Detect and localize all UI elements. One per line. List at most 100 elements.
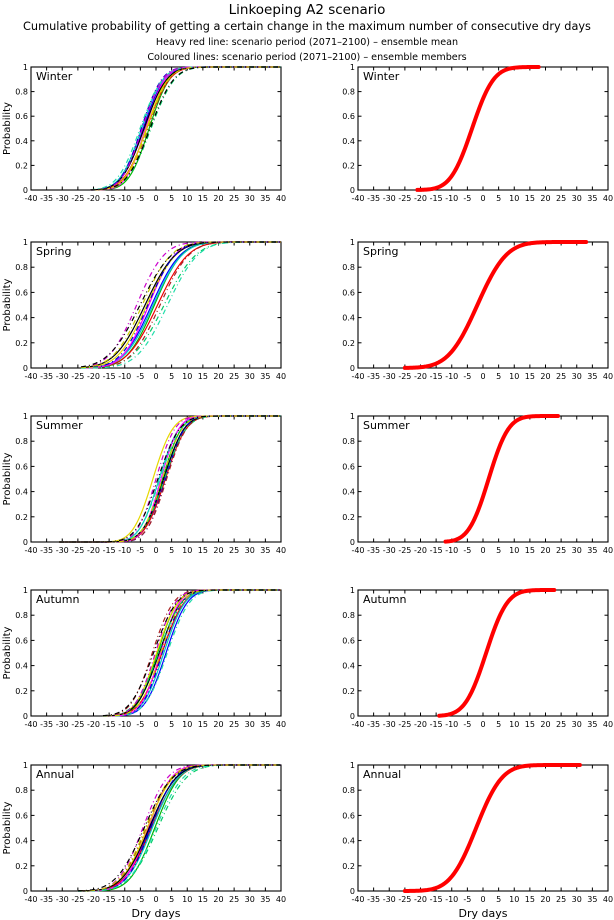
y-tick-label: 0.6 [342,811,355,820]
y-tick-label: 0 [350,887,355,896]
x-tick-labels: -40 -35 -30 -25 -20 -15 -10 -5 0 5 10 15 20 25 30 35 40 [351,372,613,381]
x-tick-label: 40 [276,895,286,904]
curve-spring-member-yellow-solid [80,241,281,369]
x-tick-label: -15 [103,372,116,381]
y-tick-label: 0.2 [15,862,28,871]
x-tick-label: -30 [383,194,396,203]
x-tick-label: -5 [136,720,144,729]
x-tick-label: 20 [540,372,550,381]
x-tick-label: -5 [463,372,471,381]
x-tick-label: 30 [572,895,582,904]
x-tick-label: 15 [525,720,535,729]
axis-ticks [357,764,609,892]
x-tick-label: 20 [213,194,223,203]
axis-ticks [30,241,282,369]
x-tick-labels: -40 -35 -30 -25 -20 -15 -10 -5 0 5 10 15 20 25 30 35 40 [24,720,286,729]
y-tick-label: 0.8 [342,88,355,97]
axes-box [357,241,609,369]
x-tick-label: -35 [40,372,53,381]
y-axis-label: Probability [2,801,13,854]
mean-curve-autumn [437,588,557,718]
x-tick-label: 30 [245,720,255,729]
x-tick-labels: -40 -35 -30 -25 -20 -15 -10 -5 0 5 10 15 20 25 30 35 40 [351,895,613,904]
curve-spring-member-green-dashdot [80,241,281,369]
curve-annual-member-black-dashdot [77,764,281,892]
x-tick-label: 20 [540,546,550,555]
curve-winter-member-green-solid [90,66,281,191]
x-tick-label: -30 [383,895,396,904]
x-tick-label: 30 [245,546,255,555]
axes-box [357,415,609,543]
x-tick-label: -10 [445,895,458,904]
curve-summer-member-yellow-solid [59,415,281,543]
x-tick-label: -25 [398,372,411,381]
axes-box [357,589,609,717]
legend-mean-line: Heavy red line: scenario period (2071–21… [155,37,459,48]
x-tick-label: -40 [24,720,37,729]
curve-autumn-member-olive-dashdot [102,589,281,717]
x-tick-label: -40 [351,194,364,203]
x-tick-label: 20 [213,895,223,904]
x-tick-label: 20 [213,372,223,381]
x-tick-label: -20 [87,546,100,555]
x-tick-label: -35 [367,895,380,904]
curve-spring-member-blue-solid [80,241,281,369]
panel-summer-mean: -40 -35 -30 -25 -20 -15 -10 -5 0 5 10 15 20 25 30 35 400… [342,412,613,555]
curve-annual-member-green-dashdot [77,764,281,892]
x-tick-label: 35 [260,720,270,729]
x-tick-label: 0 [153,194,158,203]
x-tick-label: 0 [153,546,158,555]
x-tick-label: 25 [229,372,239,381]
x-tick-label: -15 [430,895,443,904]
y-tick-label: 0.8 [342,437,355,446]
y-axis-label: Probability [2,278,13,331]
curve-autumn-member-yellow-solid [102,589,281,717]
x-tick-label: -40 [351,720,364,729]
x-tick-label: -35 [367,194,380,203]
x-tick-label: -35 [367,720,380,729]
x-tick-label: 5 [169,194,174,203]
curve-annual-member-magenta-solid [77,764,281,892]
x-tick-label: -15 [430,194,443,203]
x-tick-label: 15 [525,546,535,555]
curve-winter-member-black-dashdot [90,66,281,191]
y-tick-labels: 0 0.2 0.4 0.6 0.8 1 [342,412,355,547]
curve-spring-member-green-solid [80,241,281,369]
x-tick-label: -25 [71,895,84,904]
x-tick-labels: -40 -35 -30 -25 -20 -15 -10 -5 0 5 10 15 20 25 30 35 40 [24,194,286,203]
axis-ticks [357,66,609,191]
y-tick-label: 0.8 [342,611,355,620]
x-tick-label: -25 [398,895,411,904]
curve-autumn-member-blue-dashdot [102,589,281,717]
x-tick-label: 0 [480,895,485,904]
x-tick-label: 20 [540,895,550,904]
x-tick-label: 25 [229,720,239,729]
figure-title: Linkoeping A2 scenario [228,2,386,18]
x-tick-label: 25 [229,546,239,555]
y-tick-label: 0.4 [342,488,355,497]
y-tick-label: 0.4 [342,662,355,671]
y-tick-label: 0 [23,186,28,195]
curve-spring-member-olive-dashdot [80,241,281,369]
curve-autumn-member-red-solid [102,589,281,717]
panel-autumn-mean: -40 -35 -30 -25 -20 -15 -10 -5 0 5 10 15 20 25 30 35 400… [342,586,613,729]
x-tick-label: 5 [496,895,501,904]
x-tick-label: -10 [118,194,131,203]
x-tick-label: -10 [445,372,458,381]
x-tick-label: 15 [198,372,208,381]
x-tick-label: -35 [367,372,380,381]
x-tick-label: 30 [572,546,582,555]
y-axis-label: Probability [2,626,13,679]
y-tick-label: 0.8 [15,263,28,272]
x-tick-label: 15 [198,546,208,555]
panel-annual-members: -40 -35 -30 -25 -20 -15 -10 -5 0 5 10 15 20 25 30 35 400… [2,761,286,920]
axis-ticks [357,415,609,543]
curve-winter-member-cyan-solid [90,66,281,191]
curve-autumn-member-darkred-dashdot [102,589,281,717]
curve-annual-member-olive-dashdot [77,764,281,892]
x-tick-label: -30 [56,194,69,203]
x-tick-label: -15 [103,546,116,555]
y-tick-labels: 0 0.2 0.4 0.6 0.8 1 [15,238,28,373]
curve-autumn-member-green-solid [102,589,281,717]
axes-box [357,66,609,191]
